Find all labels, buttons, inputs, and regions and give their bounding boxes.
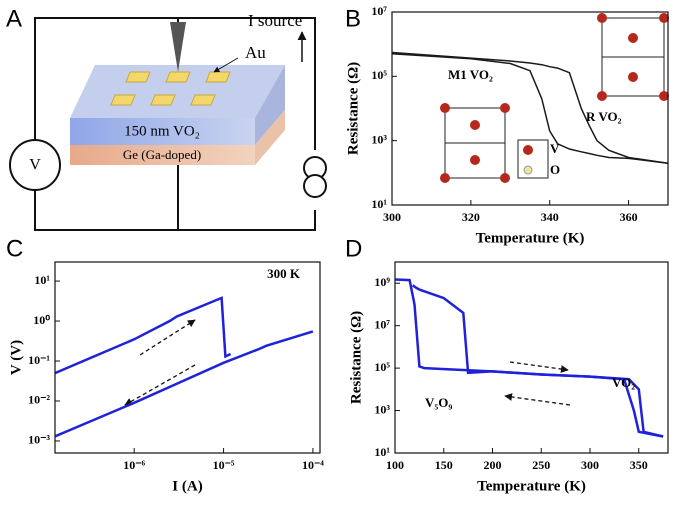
x-tick-label: 360	[620, 210, 638, 224]
annotation: R VO₂	[586, 109, 622, 124]
x-axis-label: I (A)	[172, 478, 202, 494]
annotation: O	[550, 162, 560, 177]
y-tick-label: 10³	[374, 402, 390, 416]
crystal-inset	[444, 17, 665, 179]
x-tick-label: 320	[462, 210, 480, 224]
panel-label: B	[345, 5, 361, 32]
y-tick-label: 10¹	[374, 445, 390, 459]
y-axis-label: V (V)	[8, 340, 24, 375]
x-tick-label: 10⁻⁶	[123, 458, 145, 472]
annotation: M1 VO₂	[448, 67, 493, 82]
panel-label: A	[6, 5, 22, 32]
x-axis-label: Temperature (K)	[476, 230, 585, 246]
y-tick-label: 10⁰	[33, 313, 50, 327]
x-tick-label: 100	[386, 458, 404, 472]
x-tick-label: 250	[532, 458, 550, 472]
y-tick-label: 10¹	[34, 273, 50, 287]
substrate-label: Ge (Ga-doped)	[123, 147, 201, 162]
data-line	[411, 284, 664, 438]
y-tick-label: 10⁻³	[28, 433, 50, 447]
y-tick-label: 10⁻²	[28, 393, 50, 407]
y-axis-label: Resistance (Ω)	[345, 62, 361, 155]
electrodes	[110, 71, 231, 106]
film-front	[70, 118, 255, 145]
y-tick-label: 10⁻¹	[28, 353, 50, 367]
x-tick-label: 350	[630, 458, 648, 472]
y-tick-label: 10¹	[371, 197, 387, 211]
x-tick-label: 200	[484, 458, 502, 472]
data-line	[392, 51, 668, 164]
y-tick-label: 10⁷	[374, 317, 390, 331]
sweep-arrow	[124, 319, 571, 406]
diagram: A V I source Au 150 nm VO₂ Ge (Ga-doped)	[6, 5, 327, 231]
data-line	[55, 330, 314, 438]
x-tick-label: 300	[383, 210, 401, 224]
probe-tip	[170, 22, 186, 72]
crystal-atoms	[440, 13, 669, 183]
source-label: I source	[248, 11, 302, 30]
plot-frame	[54, 261, 321, 454]
data-line	[55, 296, 232, 375]
film-side	[255, 65, 285, 145]
data-line	[392, 53, 668, 164]
annotation: V₅O₉	[425, 395, 452, 410]
annotation: V	[550, 141, 560, 156]
annotation: VO₂	[612, 375, 635, 390]
x-tick-label: 10⁻⁴	[302, 458, 324, 472]
x-tick-label: 340	[541, 210, 559, 224]
meter-label: V	[29, 157, 41, 174]
panel-label: C	[6, 235, 23, 262]
x-tick-label: 150	[435, 458, 453, 472]
y-tick-label: 10⁵	[371, 68, 387, 82]
source-coil	[303, 174, 327, 198]
crystal-atom-o	[523, 165, 533, 175]
circuit-wire	[34, 17, 316, 231]
y-tick-label: 10⁵	[374, 360, 390, 374]
plot-frame	[394, 261, 669, 454]
y-tick-label: 10⁷	[371, 4, 387, 18]
panel-label: D	[345, 235, 362, 262]
film-label: 150 nm VO₂	[124, 123, 200, 139]
data-line	[395, 278, 664, 438]
au-pointer	[213, 57, 239, 73]
annotation: 300 K	[267, 266, 301, 281]
voltmeter	[9, 139, 61, 191]
x-tick-label: 10⁻⁵	[213, 458, 235, 472]
plot-frame	[391, 11, 669, 206]
electrode-label: Au	[245, 43, 266, 62]
x-axis-label: Temperature (K)	[477, 478, 586, 494]
y-tick-label: 10³	[371, 132, 387, 146]
substrate-side	[255, 110, 285, 165]
y-tick-label: 10⁹	[374, 275, 390, 289]
x-tick-label: 300	[581, 458, 599, 472]
substrate-front	[70, 145, 255, 165]
y-axis-label: Resistance (Ω)	[348, 311, 364, 404]
